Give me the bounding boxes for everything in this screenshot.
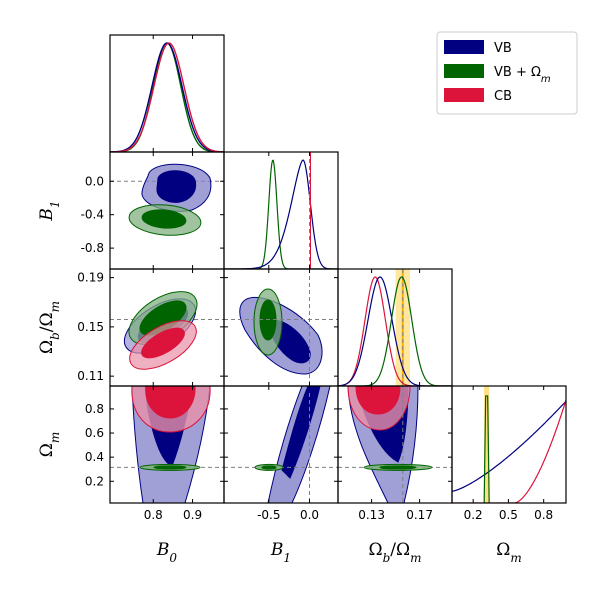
tick-label-x: 0.9 xyxy=(183,508,202,522)
marginal-Om-cb xyxy=(452,399,566,503)
contour-B0-ratio xyxy=(110,291,224,370)
contour-B0-Om xyxy=(110,386,224,503)
contour-B1-Om xyxy=(224,386,338,503)
tick-label-x: 0.13 xyxy=(358,508,385,522)
axis-label-y-Om: Ωm xyxy=(37,432,62,458)
axis-label-x-B0: B0 xyxy=(156,540,178,565)
marginal-Om-vb xyxy=(452,400,566,492)
contour-B1-ratio xyxy=(224,269,338,386)
legend-label: VB + Ωm xyxy=(494,65,551,85)
tick-label-x: 0.8 xyxy=(144,508,163,522)
axis-label-x-ratio: Ωb/Ωm xyxy=(368,540,421,565)
tick-label-x: -0.5 xyxy=(257,508,280,522)
tick-label-y: 0.15 xyxy=(77,320,104,334)
marginal-Om-vbom xyxy=(483,395,490,503)
marginal-B0 xyxy=(110,42,224,152)
axis-label-x-Om: Ωm xyxy=(496,540,522,565)
tick-label-y: 0.6 xyxy=(85,426,104,440)
marginal-B0-vbom xyxy=(110,42,224,152)
tick-label-x: 0.17 xyxy=(406,508,433,522)
tick-label-y: 0.4 xyxy=(85,450,104,464)
marginal-ratio xyxy=(338,269,452,386)
tick-label-y: 0.8 xyxy=(85,402,104,416)
contour-ratio-Om-vbom-68 xyxy=(379,465,417,470)
panel-frame-0-0 xyxy=(109,34,225,153)
marginal-B1 xyxy=(224,152,338,269)
Om-band xyxy=(484,386,490,503)
contour-B0-Om-cb-68 xyxy=(145,386,196,419)
contour-B1-Om-vbom-68 xyxy=(261,465,277,470)
legend-label: CB xyxy=(494,89,512,104)
contour-ratio-Om-cb-68 xyxy=(355,386,401,415)
axis-label-y-B1: B1 xyxy=(37,200,62,221)
tick-label-y: 0.0 xyxy=(85,174,104,188)
tick-label-x: 0.2 xyxy=(464,508,483,522)
legend: VB VB + Ωm CB xyxy=(436,31,578,115)
legend-label: VB xyxy=(494,41,512,56)
tick-label-x: 0.0 xyxy=(300,508,319,522)
panel-frame-3-3 xyxy=(451,385,567,504)
contour-B1-ratio-vbom-68 xyxy=(259,299,277,341)
tick-label-y: 0.2 xyxy=(85,474,104,488)
marginal-B0-cb xyxy=(110,42,224,152)
tick-label-y: -0.8 xyxy=(81,241,104,255)
legend-swatch xyxy=(444,64,484,78)
tick-label-y: 0.19 xyxy=(77,271,104,285)
legend-swatch xyxy=(444,88,484,102)
contour-ratio-Om xyxy=(338,386,452,503)
contour-B0-ratio-cb-68 xyxy=(141,327,185,359)
contour-B0-B1 xyxy=(110,163,224,236)
legend-swatch xyxy=(444,40,484,54)
tick-label-x: 0.8 xyxy=(534,508,553,522)
tick-label-y: 0.11 xyxy=(77,369,104,383)
contour-B0-B1-vbom-68 xyxy=(141,209,187,229)
contour-B1-Om-vb-68 xyxy=(281,386,321,479)
tick-label-x: 0.5 xyxy=(499,508,518,522)
marginal-B0-vb xyxy=(110,42,224,152)
tick-label-y: -0.4 xyxy=(81,208,104,222)
marginal-Om xyxy=(452,386,566,503)
marginal-ratio-cb xyxy=(338,276,452,386)
contour-B0-B1-vb-68 xyxy=(156,170,197,203)
contour-B0-Om-vbom-68 xyxy=(153,465,187,470)
marginal-B1-vbom xyxy=(224,159,338,269)
axis-label-y-ratio: Ωb/Ωm xyxy=(37,301,62,354)
axis-label-x-B1: B1 xyxy=(270,540,291,565)
